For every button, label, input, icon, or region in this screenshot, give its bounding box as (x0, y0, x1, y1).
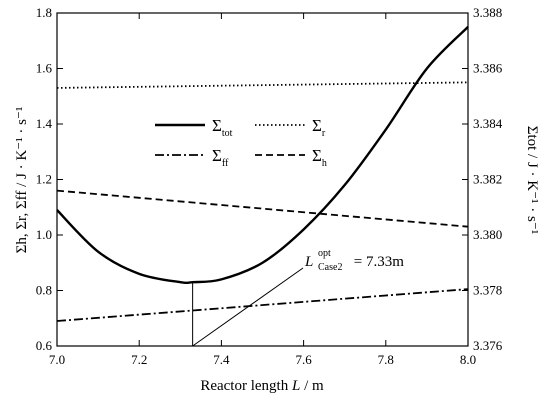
series-tot-line (56, 26, 469, 285)
y-right-tick-label: 3.384 (473, 116, 503, 131)
y-right-tick-label: 3.386 (473, 61, 503, 76)
x-tick-label: 7.0 (49, 352, 65, 367)
legend-h-label: Σh (312, 146, 327, 169)
x-tick-label: 7.2 (131, 352, 147, 367)
y-left-tick-label: 1.8 (36, 5, 52, 20)
y-right-tick-label: 3.378 (473, 283, 502, 298)
ticks: 7.0 7.2 7.4 7.6 7.8 8.0 0.6 0.8 1.0 1.2 1.4 1.6 1.8 3… (36, 5, 503, 367)
optimum-annotation: Lopt Case2 = 7.33m (304, 248, 404, 273)
y-left-tick-label: 0.6 (36, 338, 53, 353)
series-layer (56, 26, 469, 322)
annotation-leader-line (192, 267, 304, 347)
x-tick-label: 8.0 (460, 352, 476, 367)
y-right-tick-label: 3.382 (473, 172, 502, 187)
legend-ff-label: Σff (212, 146, 229, 169)
y-right-tick-label: 3.388 (473, 5, 502, 20)
x-axis-label: Reactor length L / m (200, 378, 324, 394)
x-tick-label: 7.4 (213, 352, 230, 367)
x-tick-label: 7.8 (378, 352, 394, 367)
y-left-tick-label: 1.6 (36, 61, 53, 76)
y-left-tick-label: 1.0 (36, 227, 52, 242)
y-right-tick-label: 3.376 (473, 338, 503, 353)
y-right-tick-label: 3.380 (473, 227, 502, 242)
series-h-line (56, 189, 469, 228)
annotation-layer: Lopt Case2 = 7.33m (192, 248, 404, 347)
x-tick-label: 7.6 (295, 352, 312, 367)
series-ff-line (56, 288, 469, 322)
y-axis-label-right: Σtot / J · K⁻¹ · s⁻¹ (524, 126, 540, 235)
legend-tot-label: Σtot (212, 116, 233, 139)
legend: Σtot Σr Σff Σh (155, 116, 327, 169)
y-left-tick-label: 1.2 (36, 172, 52, 187)
y-left-tick-label: 1.4 (36, 116, 53, 131)
legend-r-label: Σr (312, 116, 326, 139)
y-axis-label-left: Σh, Σr, Σff / J · K⁻¹ · s⁻¹ (14, 107, 30, 254)
y-left-tick-label: 0.8 (36, 283, 52, 298)
series-r-line (56, 81, 469, 89)
